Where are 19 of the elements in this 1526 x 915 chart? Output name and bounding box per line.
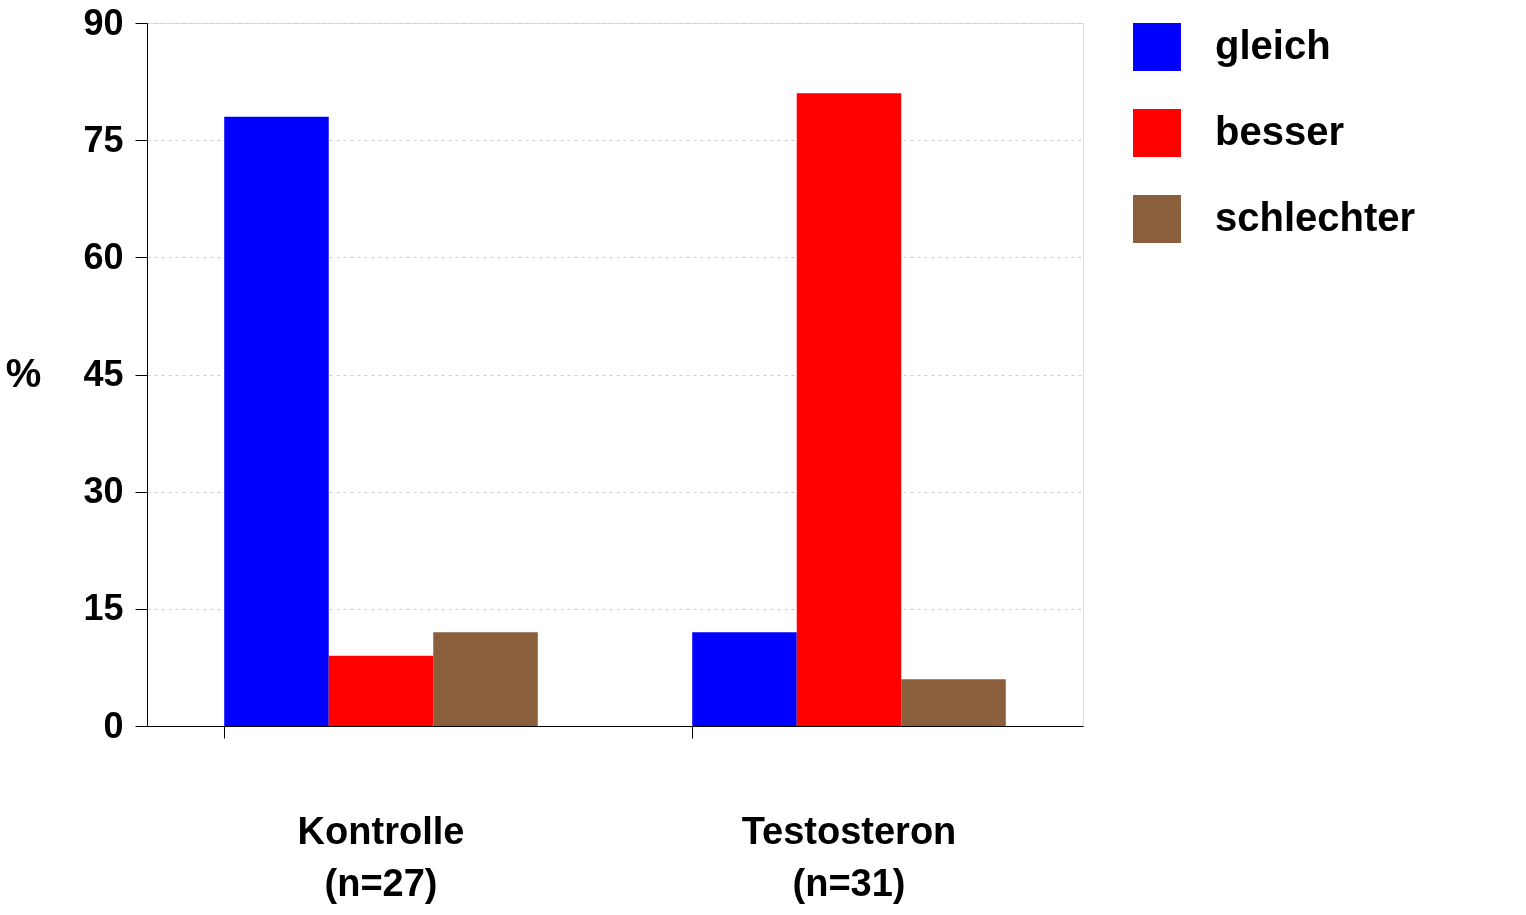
y-tick-label: 45 [83, 353, 124, 394]
y-tick-label: 90 [83, 1, 124, 43]
y-axis-title: % [5, 351, 42, 395]
x-tick-label: Kontrolle (n=27) [297, 809, 465, 904]
bar [328, 655, 434, 726]
y-tick-label: 60 [83, 235, 124, 277]
y-tick-label: 75 [83, 118, 124, 160]
y-tick-label: 15 [83, 587, 124, 629]
bar [901, 679, 1006, 726]
bar [433, 632, 538, 726]
y-tick-label: 0 [103, 704, 124, 746]
bar [796, 93, 902, 726]
legend-label: gleich [1215, 23, 1331, 67]
y-tick-label: 30 [83, 470, 124, 512]
x-tick-label: Testosteron (n=31) [741, 809, 957, 904]
bar [692, 632, 797, 726]
legend-label: schlechter [1215, 195, 1416, 239]
bar [224, 116, 329, 726]
legend-label: besser [1215, 109, 1344, 153]
